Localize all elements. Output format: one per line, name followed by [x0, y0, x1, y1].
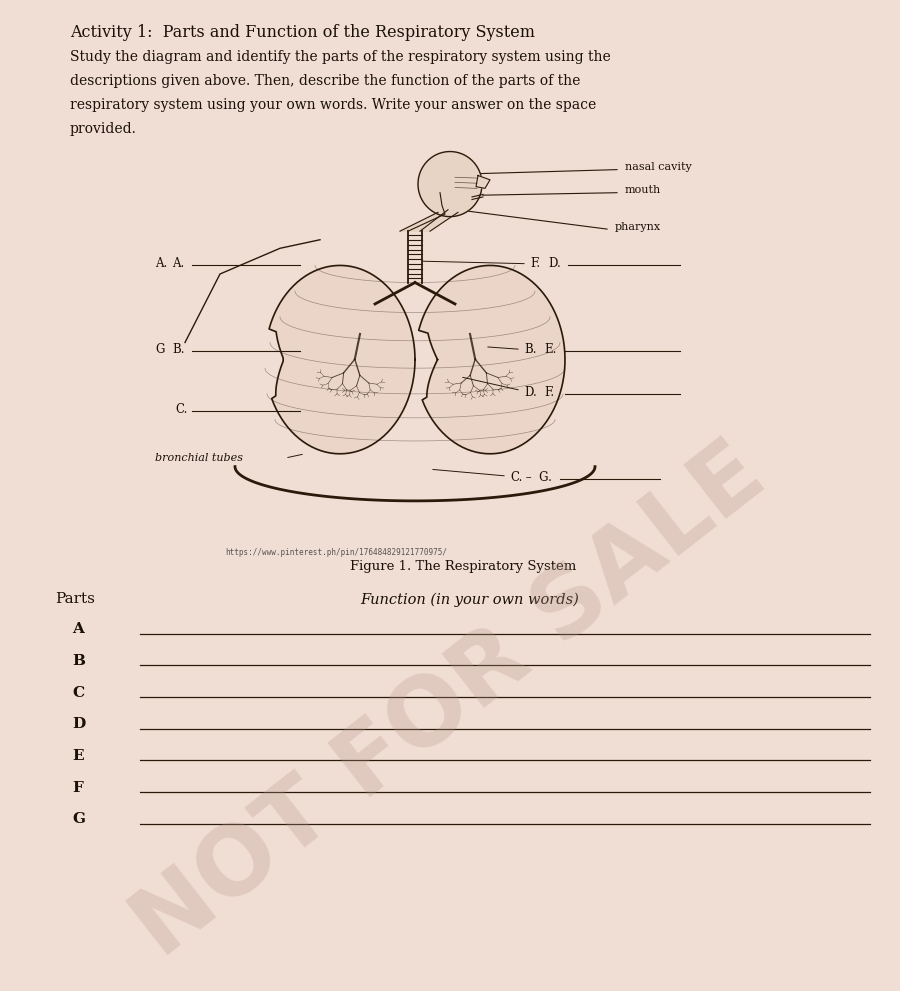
Text: B.: B. [172, 343, 184, 356]
Text: pharynx: pharynx [615, 222, 662, 232]
Text: C.: C. [175, 402, 187, 416]
Text: Study the diagram and identify the parts of the respiratory system using the: Study the diagram and identify the parts… [70, 50, 611, 63]
Text: A: A [72, 622, 84, 636]
Text: G: G [72, 813, 85, 826]
Polygon shape [418, 266, 565, 454]
Text: bronchial tubes: bronchial tubes [155, 453, 243, 463]
Text: A.: A. [172, 258, 184, 271]
Text: C.: C. [510, 472, 522, 485]
Polygon shape [418, 152, 482, 217]
Text: B: B [72, 654, 85, 668]
Text: Activity 1:  Parts and Function of the Respiratory System: Activity 1: Parts and Function of the Re… [70, 24, 535, 41]
Text: C: C [72, 686, 84, 700]
Text: Parts: Parts [55, 593, 94, 606]
Polygon shape [269, 266, 415, 454]
Text: Function (in your own words): Function (in your own words) [360, 593, 579, 606]
Text: F.: F. [544, 385, 554, 398]
Text: NOT FOR SALE: NOT FOR SALE [117, 428, 783, 976]
Text: G: G [155, 343, 165, 356]
Text: B.: B. [524, 343, 536, 356]
Text: F: F [72, 781, 83, 795]
Text: E: E [72, 749, 84, 763]
Text: D.: D. [548, 258, 561, 271]
Text: respiratory system using your own words. Write your answer on the space: respiratory system using your own words.… [70, 97, 596, 112]
Text: descriptions given above. Then, describe the function of the parts of the: descriptions given above. Then, describe… [70, 73, 581, 87]
Text: A.: A. [155, 258, 167, 271]
Polygon shape [400, 212, 458, 231]
Text: https://www.pinterest.ph/pin/176484829121770975/: https://www.pinterest.ph/pin/17648482912… [225, 548, 447, 557]
Text: D.: D. [524, 385, 536, 398]
Text: –  G.: – G. [522, 472, 552, 485]
Text: Figure 1. The Respiratory System: Figure 1. The Respiratory System [350, 560, 576, 573]
Text: nasal cavity: nasal cavity [625, 162, 692, 172]
Text: mouth: mouth [625, 185, 662, 195]
Text: provided.: provided. [70, 122, 137, 136]
Text: D: D [72, 717, 86, 731]
Text: E.: E. [544, 343, 556, 356]
Text: F.: F. [530, 258, 540, 271]
Polygon shape [476, 175, 490, 188]
